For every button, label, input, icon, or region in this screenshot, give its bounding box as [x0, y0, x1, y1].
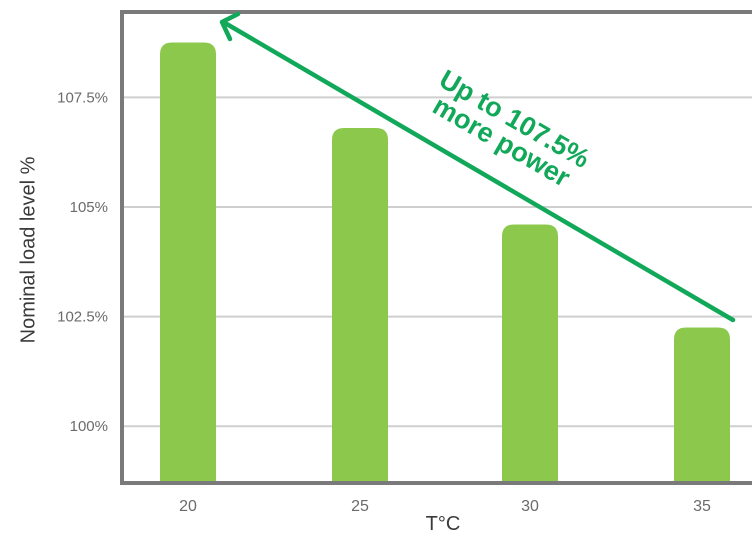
annotation-arrow-line	[222, 20, 736, 323]
annotation-arrow-head	[219, 11, 241, 42]
x-tick-label: 35	[693, 498, 711, 515]
annotation-text: Up to 107.5% more power	[428, 64, 595, 193]
axes	[120, 10, 752, 485]
y-tick-label: 105%	[70, 199, 108, 216]
y-tick-labels: 100% 102.5% 105% 107.5%	[57, 89, 108, 435]
y-tick-label: 102.5%	[57, 309, 108, 326]
x-tick-label: 30	[521, 498, 539, 515]
y-tick-label: 100%	[70, 418, 108, 435]
bar-25	[332, 128, 388, 481]
x-tick-label: 25	[351, 498, 369, 515]
y-axis-label: Nominal load level %	[17, 156, 39, 343]
y-tick-label: 107.5%	[57, 89, 108, 106]
x-axis-label: T°C	[426, 513, 461, 535]
x-tick-labels: 20 25 30 35	[179, 498, 711, 515]
annotation-arrow-group: Up to 107.5% more power	[219, 11, 736, 323]
bar-30	[502, 224, 558, 481]
bars	[160, 42, 730, 481]
grid-lines	[122, 96, 752, 428]
bar-35	[674, 327, 730, 481]
bar-20	[160, 42, 216, 481]
x-tick-label: 20	[179, 498, 197, 515]
